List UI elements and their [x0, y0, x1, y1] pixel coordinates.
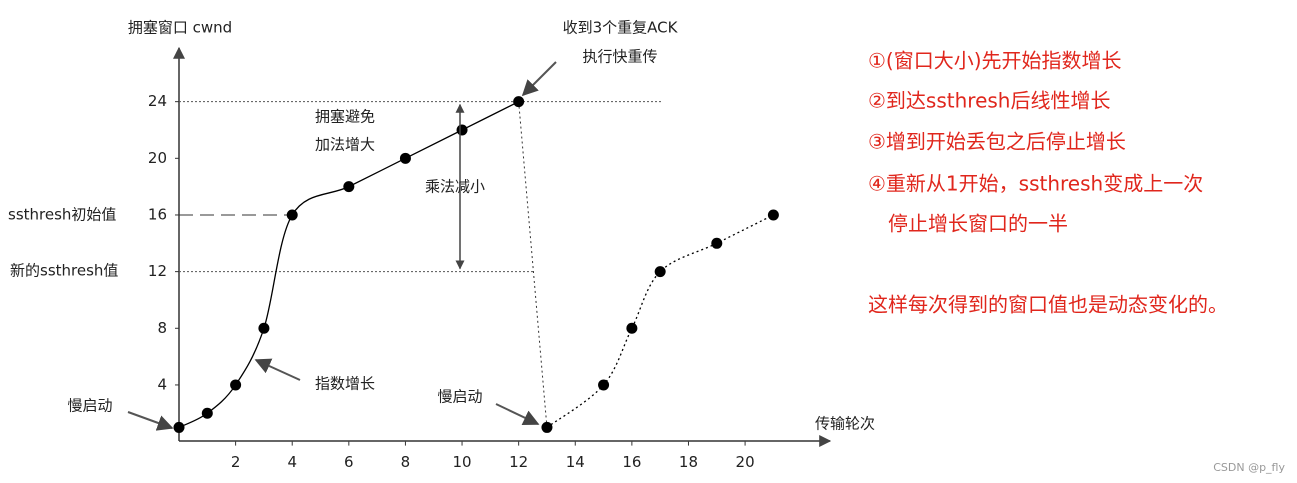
- note: 停止增长窗口的一半: [888, 212, 1068, 236]
- y-tick-label: 24: [148, 92, 167, 110]
- annotation: 拥塞避免: [315, 108, 375, 126]
- data-point: [258, 322, 270, 334]
- x-tick-label: 12: [509, 453, 528, 471]
- annotation: 指数增长: [315, 375, 375, 393]
- x-tick-label: 8: [401, 453, 411, 471]
- annotation-arrow: [127, 411, 174, 431]
- series-line: [546, 214, 774, 428]
- x-tick-label: 4: [287, 453, 297, 471]
- data-point: [598, 379, 610, 391]
- note: ①(窗口大小)先开始指数增长: [868, 49, 1122, 73]
- annotation: ssthresh初始值: [8, 206, 116, 224]
- annotation: 慢启动: [67, 397, 112, 415]
- x-tick-label: 16: [622, 453, 641, 471]
- annotation: 慢启动: [437, 388, 482, 406]
- annotation-arrow: [254, 358, 301, 381]
- x-tick-label: 10: [452, 453, 471, 471]
- annotation: 执行快重传: [582, 48, 657, 66]
- drop-line: [518, 101, 548, 428]
- y-axis-title: 拥塞窗口 cwnd: [128, 19, 232, 37]
- data-point: [626, 322, 638, 334]
- footer: CSDN @p_fly: [1213, 461, 1285, 474]
- y-tick-label: 20: [148, 149, 167, 167]
- y-tick-label: 16: [148, 205, 167, 223]
- annotation-arrow: [521, 61, 557, 97]
- x-tick-label: 6: [344, 453, 354, 471]
- y-tick-label: 8: [157, 319, 167, 337]
- annotation: 乘法减小: [425, 178, 485, 196]
- data-point: [201, 407, 213, 419]
- data-point: [173, 421, 185, 433]
- annotation: 新的ssthresh值: [10, 262, 118, 280]
- annotation-arrow: [495, 403, 540, 426]
- data-point: [711, 237, 723, 249]
- data-point: [456, 124, 468, 136]
- x-tick-label: 20: [736, 453, 755, 471]
- annotation: 收到3个重复ACK: [563, 19, 679, 37]
- data-point: [343, 181, 355, 193]
- y-tick-label: 12: [148, 262, 167, 280]
- data-point: [230, 379, 242, 391]
- annotation: 加法增大: [315, 136, 375, 154]
- data-point: [513, 96, 525, 108]
- x-tick-label: 2: [231, 453, 241, 471]
- note: ④重新从1开始，ssthresh变成上一次: [868, 172, 1203, 196]
- data-point: [286, 209, 298, 221]
- note: ②到达ssthresh后线性增长: [868, 89, 1110, 113]
- x-axis-title: 传输轮次: [815, 415, 875, 433]
- data-point: [399, 152, 411, 164]
- note: ③增到开始丢包之后停止增长: [868, 130, 1126, 154]
- y-tick-label: 4: [157, 375, 167, 393]
- note: 这样每次得到的窗口值也是动态变化的。: [868, 293, 1228, 317]
- data-point: [541, 421, 553, 433]
- x-tick-label: 18: [679, 453, 698, 471]
- data-point: [654, 266, 666, 278]
- data-point: [767, 209, 779, 221]
- x-tick-label: 14: [566, 453, 585, 471]
